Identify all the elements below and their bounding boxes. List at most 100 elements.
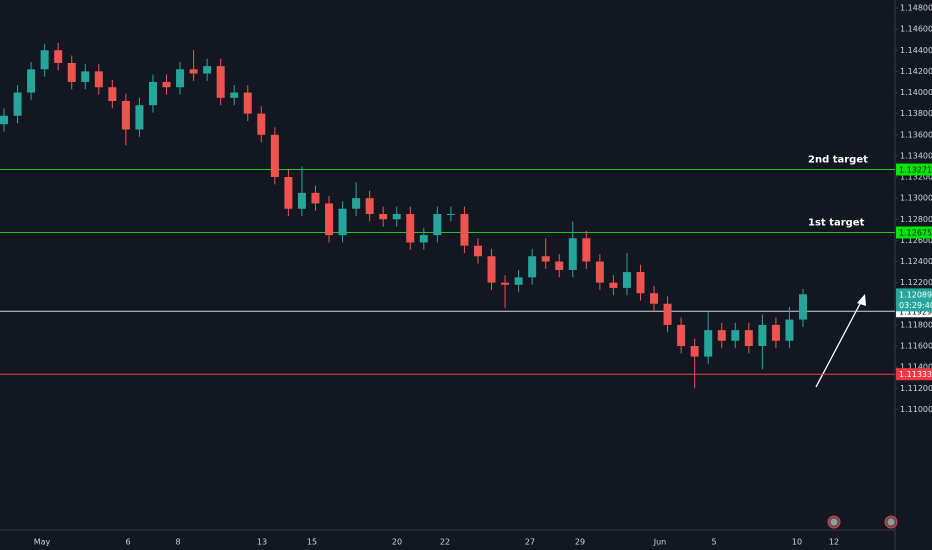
candle-body [419,235,428,243]
x-tick-label: 22 [440,538,450,547]
y-tick-label: 1.11200 [900,384,932,393]
y-tick-label: 1.14800 [900,4,932,13]
y-tick-label: 1.13400 [900,151,932,160]
candle-body [799,294,807,320]
y-tick-label: 1.11800 [900,320,932,329]
candle-body [135,105,144,130]
candle-body [771,324,780,341]
candle-body [473,245,482,257]
candle-body [446,213,455,215]
candle-body [148,81,157,106]
x-tick-label: 6 [125,538,130,547]
candle-body [108,87,117,101]
candle-body [365,198,374,214]
event-icon-inner [830,518,838,526]
candle-body [54,50,63,63]
x-tick-label: Jun [653,538,667,547]
candle-body [94,71,103,88]
candle-body [338,208,347,236]
candle-body [717,330,726,341]
arrow-head [857,294,866,306]
level-tag [896,163,932,176]
x-tick-label: May [34,538,51,547]
candle-body [243,92,252,114]
candle-body [663,303,672,325]
x-tick-label: 12 [829,538,839,547]
candle-body [189,69,198,74]
candle-body [731,330,740,341]
y-tick-label: 1.12600 [900,236,932,245]
countdown-label: 03:29:40 [899,301,932,310]
candle-body [541,256,550,262]
y-tick-label: 1.12800 [900,215,932,224]
level-tag-label: 1.11929 [899,307,932,316]
candle-body [568,238,577,270]
candle-body [392,213,401,220]
candle-body [460,213,469,246]
y-tick-label: 1.14400 [900,46,932,55]
y-tick-label: 1.14600 [900,25,932,34]
candle-body [270,134,279,178]
arrow-line [815,299,863,388]
candle-body [67,62,76,82]
level-annotation: 1st target [808,217,865,228]
y-tick-label: 1.14200 [900,67,932,76]
candle-body [758,324,767,347]
y-tick-label: 1.14000 [900,88,932,97]
level-tag-label: 1.13271 [899,166,932,175]
y-tick-label: 1.13200 [900,173,932,182]
level-tag-label: 1.11333 [899,370,932,379]
candle-body [609,282,618,288]
candle-body [13,92,22,116]
y-tick-label: 1.13000 [900,194,932,203]
y-tick-label: 1.13600 [900,130,932,139]
x-tick-label: 29 [575,538,585,547]
y-tick-label: 1.12400 [900,257,932,266]
x-tick-label: 27 [525,538,535,547]
candle-body [297,192,306,209]
x-tick-label: 20 [392,538,402,547]
y-tick-label: 1.11600 [900,342,932,351]
event-icon-inner [887,518,895,526]
candle-body [216,66,225,98]
candle-body [284,177,293,209]
candle-body [40,50,49,70]
candle-body [81,71,90,82]
y-tick-label: 1.13800 [900,109,932,118]
candle-body [487,256,496,283]
candle-body [582,238,591,262]
level-tag [896,226,932,239]
candle-body [121,100,130,130]
candle-body [379,213,388,220]
x-tick-label: 13 [257,538,267,547]
y-tick-label: 1.11000 [900,405,932,414]
candle-body [406,213,415,243]
candle-body [257,113,266,135]
candle-body [528,256,537,278]
y-tick-label: 1.11400 [900,363,932,372]
y-tick-label: 1.12200 [900,278,932,287]
candle-body [325,203,334,236]
candle-body [176,69,185,88]
last-price-label: 1.12089 [899,290,932,299]
candle-body [514,277,523,285]
candle-body [785,319,794,341]
candle-body [433,213,442,236]
candle-body [690,346,699,357]
level-tag-label: 1.12675 [899,228,932,237]
last-price-tag [896,288,932,312]
candle-body [555,261,564,270]
candle-body [501,282,510,285]
candle-body [203,66,212,74]
x-tick-label: 10 [792,538,802,547]
candle-body [636,272,645,294]
candle-body [704,330,713,357]
x-tick-label: 15 [307,538,317,547]
candle-body [0,115,8,125]
candle-body [677,324,686,347]
candle-body [230,92,239,98]
x-tick-label: 8 [175,538,180,547]
candle-body [622,272,631,288]
level-tag [896,368,932,381]
